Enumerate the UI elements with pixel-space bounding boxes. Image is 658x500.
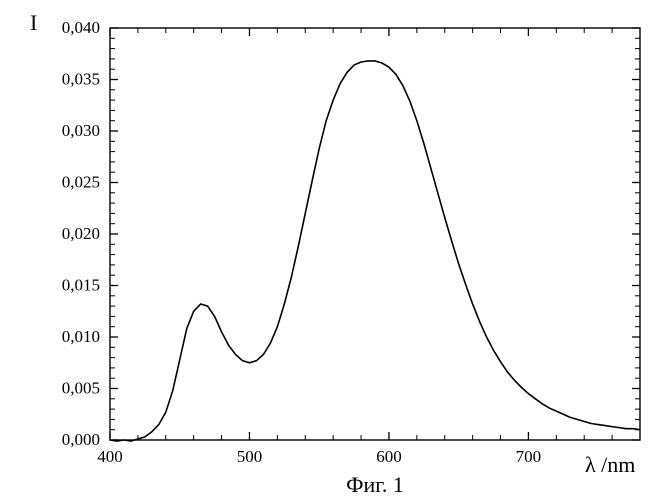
y-tick-label: 0,005	[62, 379, 100, 398]
figure-caption: Фиг. 1	[346, 472, 404, 497]
spectrum-chart: 400 500 600 700 0,000 0,005 0,010 0,015 0,020 0,0…	[0, 0, 658, 500]
y-tick-label: 0,020	[62, 224, 100, 243]
spectrum-curve	[110, 61, 640, 441]
y-tick-label: 0,015	[62, 276, 100, 295]
y-tick-label: 0,010	[62, 327, 100, 346]
y-tick-label: 0,035	[62, 70, 100, 89]
y-axis-label: I	[30, 10, 37, 35]
x-tick-label: 400	[97, 447, 123, 466]
x-tick-label: 600	[376, 447, 402, 466]
plot-frame	[110, 28, 640, 440]
y-tick-label: 0,025	[62, 173, 100, 192]
y-tick-label: 0,040	[62, 18, 100, 37]
y-tick-label: 0,030	[62, 121, 100, 140]
y-tick-label: 0,000	[62, 430, 100, 449]
x-tick-label: 500	[237, 447, 263, 466]
x-axis-label: λ /nm	[585, 452, 635, 477]
x-tick-label: 700	[516, 447, 542, 466]
figure-container: 400 500 600 700 0,000 0,005 0,010 0,015 0,020 0,0…	[0, 0, 658, 500]
